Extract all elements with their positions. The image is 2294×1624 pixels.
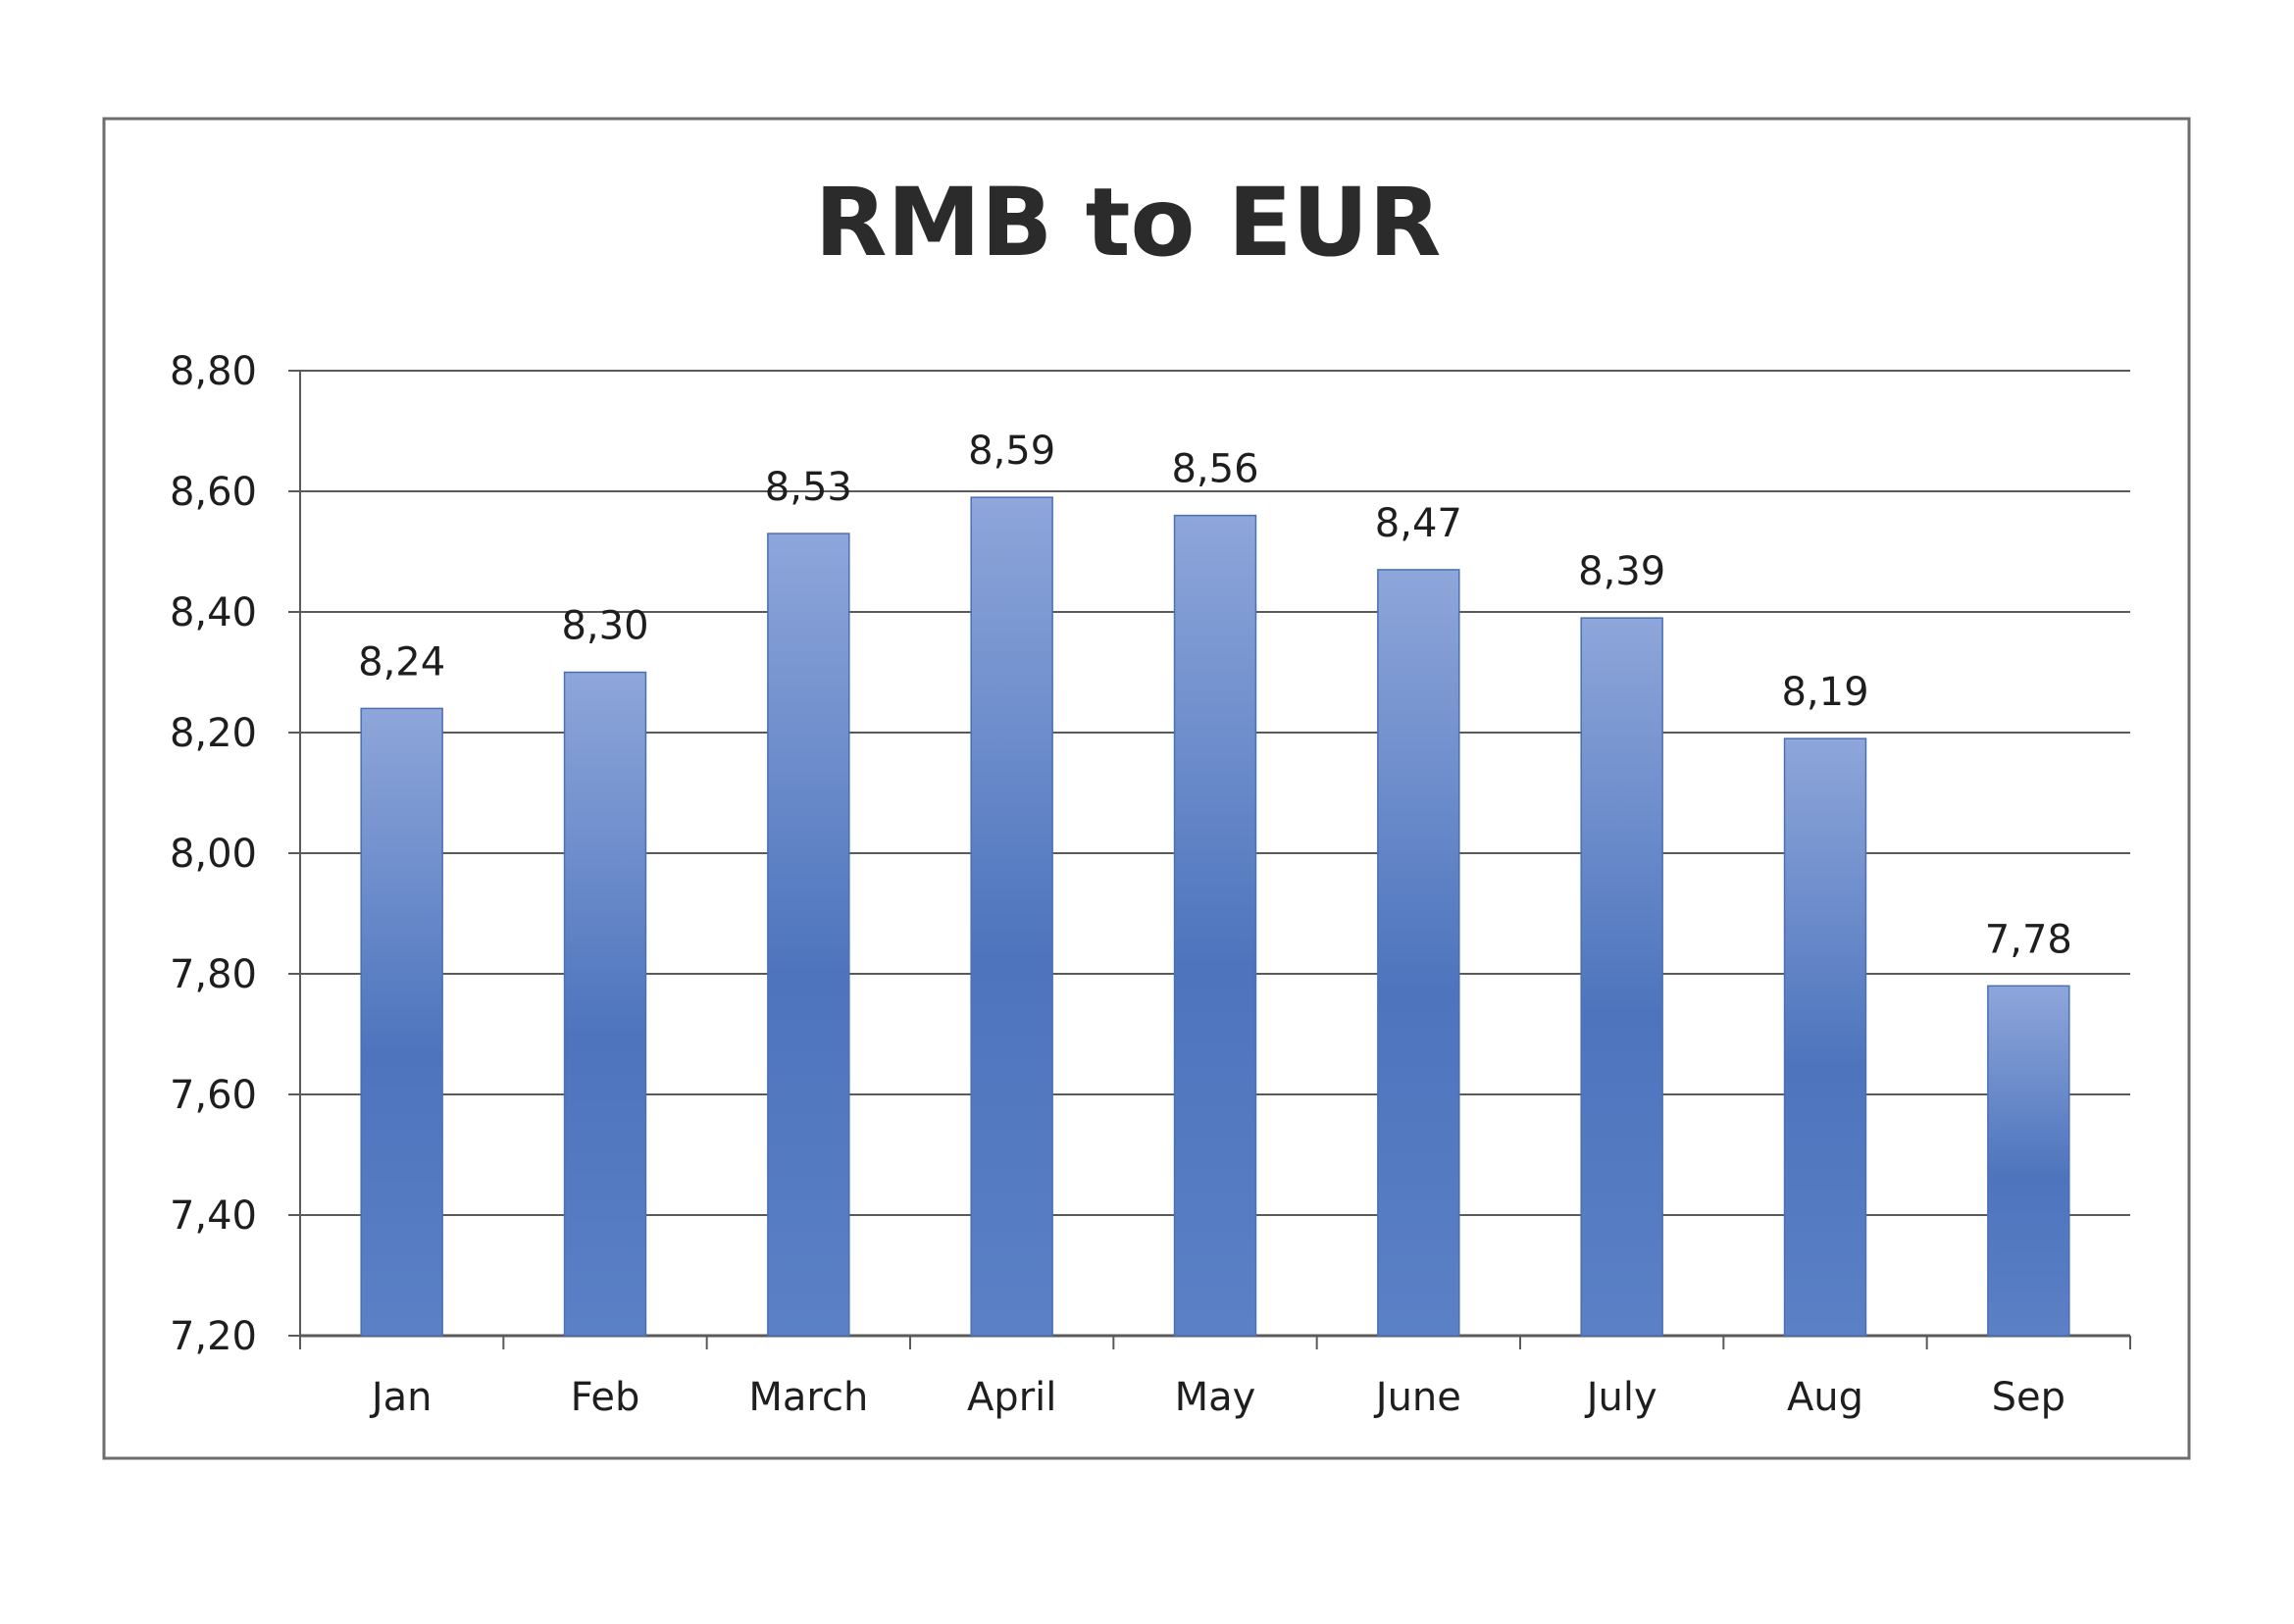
x-tick-label: Jan xyxy=(369,1375,433,1420)
y-tick-label: 7,80 xyxy=(170,952,257,997)
bar-feb xyxy=(563,671,647,1337)
data-label: 8,47 xyxy=(1375,501,1462,546)
x-tick-label: March xyxy=(748,1375,868,1420)
y-tick-label: 8,80 xyxy=(170,349,257,394)
y-tick-label: 7,40 xyxy=(170,1193,257,1239)
bar-april xyxy=(970,496,1053,1337)
y-tick-label: 8,60 xyxy=(170,470,257,515)
bar-jan xyxy=(360,707,443,1337)
data-label: 8,19 xyxy=(1781,670,1868,715)
bar-sep xyxy=(1987,985,2070,1337)
y-tick-label: 8,20 xyxy=(170,711,257,756)
bar-may xyxy=(1173,514,1257,1337)
chart-title: RMB to EUR xyxy=(815,168,1442,278)
bar-june xyxy=(1377,569,1460,1337)
x-tick-label: Sep xyxy=(1992,1375,2065,1420)
y-tick-label: 8,40 xyxy=(170,590,257,635)
data-label: 8,39 xyxy=(1578,549,1665,594)
x-tick-label: May xyxy=(1175,1375,1256,1420)
y-tick-label: 8,00 xyxy=(170,832,257,877)
bars xyxy=(360,496,2070,1337)
data-label: 8,56 xyxy=(1171,447,1258,492)
bar-march xyxy=(767,533,850,1337)
x-tick-label: June xyxy=(1373,1375,1461,1420)
y-tick-label: 7,60 xyxy=(170,1073,257,1118)
x-tick-label: Feb xyxy=(571,1375,640,1420)
data-label: 7,78 xyxy=(1985,917,2072,962)
y-tick-label: 7,20 xyxy=(170,1314,257,1359)
labels: 7,20 7,40 7,60 7,80 8,00 8,20 8,40 8,60 8,80 8,24… xyxy=(170,349,2072,1420)
x-tick-label: July xyxy=(1584,1375,1657,1420)
data-label: 8,59 xyxy=(968,429,1055,474)
bar-aug xyxy=(1783,737,1867,1337)
data-label: 8,30 xyxy=(561,604,648,649)
bar-july xyxy=(1580,617,1663,1337)
data-label: 8,53 xyxy=(765,465,852,510)
x-tick-label: Aug xyxy=(1787,1375,1863,1420)
x-tick-label: April xyxy=(967,1375,1056,1420)
data-label: 8,24 xyxy=(358,639,445,685)
